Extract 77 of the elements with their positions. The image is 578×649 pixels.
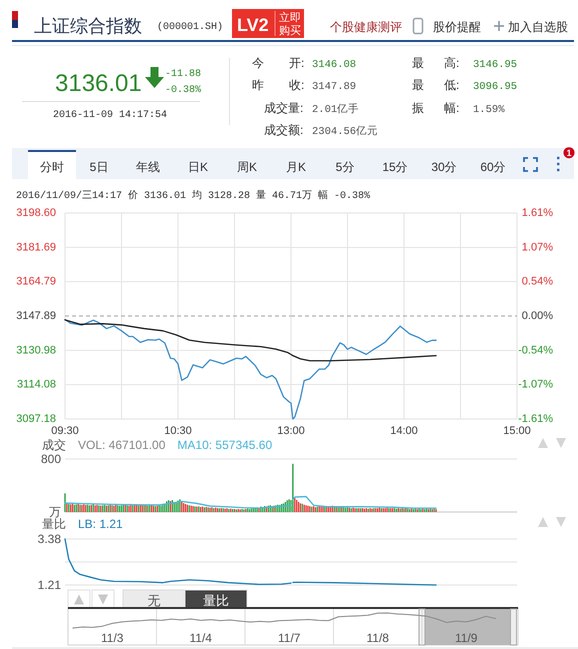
y-tick-label: 3198.60	[16, 207, 56, 219]
text: 成交量:	[264, 101, 304, 115]
text: 无	[148, 593, 160, 608]
text: 幅:	[444, 101, 460, 115]
y-tick-label: 3147.89	[16, 310, 56, 322]
text: 2304.56亿元	[312, 125, 378, 138]
x-tick-label: 11/9	[455, 631, 478, 645]
x-tick-label: 09:30	[51, 425, 79, 437]
y-tick-label: 0.54%	[522, 275, 554, 288]
text: 加入自选股	[508, 20, 568, 34]
x-tick-label: 14:00	[390, 425, 418, 437]
text: 上证综合指数	[34, 16, 142, 36]
y-tick-label: 1.07%	[522, 242, 554, 254]
x-tick-label: 11/4	[190, 631, 212, 645]
y-tick-label: 3181.69	[16, 241, 56, 254]
text: 3146.95	[473, 59, 518, 71]
y-tick-label: 3097.18	[16, 413, 56, 425]
x-tick-label: 11/7	[278, 631, 301, 645]
chart-title: 量比	[42, 517, 66, 531]
text: 万	[49, 505, 61, 519]
text: 30分	[431, 160, 457, 174]
text: 收:	[289, 78, 304, 92]
x-tick-label: 11/8	[366, 631, 390, 645]
text: 今	[252, 56, 264, 70]
y-tick-label: 0.00%	[522, 310, 554, 322]
text: 3147.89	[312, 81, 356, 93]
text: 3146.08	[312, 59, 356, 71]
text: 昨	[252, 78, 264, 92]
y-tick-label: -0.54%	[518, 344, 554, 357]
text: 个股健康测评	[330, 20, 402, 34]
series-label: LB: 1.21	[78, 517, 124, 531]
text: 月K	[286, 160, 306, 174]
text: 振	[412, 101, 424, 115]
text: 800	[40, 452, 62, 466]
text: 分时	[40, 160, 64, 174]
y-tick-label: 1.21	[38, 578, 62, 592]
text: 1.59%	[473, 104, 506, 116]
text: 低:	[444, 78, 460, 92]
text: -11.88	[165, 69, 202, 80]
y-tick-label: 3114.08	[17, 378, 56, 391]
text: 2.01亿手	[312, 102, 360, 116]
x-tick-label: 10:30	[164, 425, 192, 437]
text: 1	[566, 148, 572, 158]
text: 60分	[480, 160, 506, 174]
text: 周K	[236, 160, 258, 174]
x-tick-label: 13:00	[277, 425, 305, 437]
y-tick-label: 3.38	[38, 532, 62, 546]
text: 股价提醒	[433, 20, 481, 34]
y-tick-label: -1.61%	[518, 413, 554, 425]
text: (000001.SH)	[157, 21, 224, 33]
text: 最	[412, 78, 424, 92]
text: 5分	[336, 160, 354, 174]
x-tick-label: 11/3	[101, 631, 124, 645]
text: 5日	[90, 160, 108, 174]
text: 高:	[444, 56, 460, 70]
text: 成交额:	[264, 123, 304, 137]
text: 3136.01	[55, 70, 142, 97]
text: 3096.95	[473, 81, 518, 93]
text: 量比	[203, 593, 229, 608]
text: 日K	[188, 160, 208, 174]
text: 2016-11-09 14:17:54	[53, 110, 168, 121]
text: VOL: 467101.00	[78, 438, 166, 452]
chart-title: 成交	[42, 438, 66, 452]
text: -0.38%	[165, 85, 202, 96]
y-tick-label: 3130.98	[16, 344, 56, 356]
y-tick-label: 3164.79	[16, 276, 56, 288]
text: 立即购买	[279, 11, 301, 37]
text: 最	[412, 56, 424, 70]
text: 开:	[289, 56, 304, 70]
y-tick-label: -1.07%	[518, 378, 554, 390]
x-tick-label: 15:00	[503, 425, 531, 437]
text: 15分	[382, 160, 408, 174]
text: MA10: 557345.60	[177, 438, 272, 452]
text: 年线	[136, 160, 160, 174]
text: LV2	[237, 15, 269, 35]
text: 2016/11/09/三14:17 价 3136.01 均 3128.28 量 46.71万 幅 -0.38%	[16, 189, 370, 202]
y-tick-label: 1.61%	[522, 207, 554, 219]
